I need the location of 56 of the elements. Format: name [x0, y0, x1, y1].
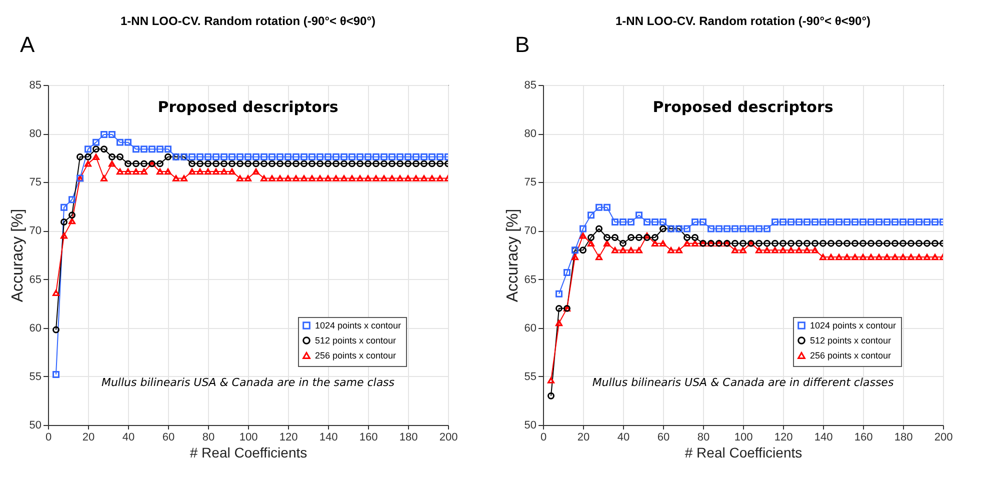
- y-tick-label: 70: [29, 225, 42, 238]
- y-tick-label: 85: [29, 80, 42, 92]
- x-tick-label: 160: [359, 432, 378, 444]
- x-tick-label: 140: [319, 432, 338, 444]
- y-tick-label: 60: [29, 322, 42, 334]
- x-tick-label: 180: [399, 432, 418, 444]
- text: B: [515, 32, 530, 57]
- x-tick-label: 200: [439, 432, 458, 444]
- chart-title: 1-NN LOO-CV. Random rotation (-90°< θ<90°): [120, 14, 376, 28]
- y-tick-label: 80: [524, 128, 536, 140]
- x-tick-label: 160: [854, 432, 873, 444]
- annotation: Mullus bilinearis USA & Canada are in different classes: [592, 376, 894, 389]
- x-tick-label: 0: [45, 432, 52, 444]
- x-tick-label: 100: [734, 432, 753, 444]
- y-tick-label: 75: [29, 176, 42, 189]
- y-axis-title: Accuracy [%]: [9, 208, 26, 302]
- legend-label: 256 points x contour: [810, 350, 892, 360]
- text: Proposed descriptors: [652, 98, 834, 116]
- legend-label: 512 points x contour: [315, 336, 396, 346]
- x-tick-label: 20: [577, 432, 590, 444]
- y-tick-label: 50: [524, 420, 536, 432]
- legend-label: 1024 points x contour: [810, 320, 896, 330]
- y-tick-label: 50: [29, 420, 42, 432]
- annotation: Mullus bilinearis USA & Canada are in the same class: [101, 376, 395, 389]
- y-tick-label: 65: [29, 274, 42, 286]
- legend-label: 1024 points x contour: [315, 320, 402, 330]
- y-tick-label: 55: [524, 370, 536, 383]
- x-tick-label: 140: [814, 432, 833, 444]
- x-tick-label: 200: [934, 432, 953, 444]
- legend-label: 512 points x contour: [810, 336, 892, 346]
- y-tick-label: 70: [524, 225, 536, 238]
- x-tick-label: 80: [202, 432, 215, 444]
- y-axis-title: Accuracy [%]: [504, 208, 522, 302]
- y-tick-label: 55: [29, 370, 42, 383]
- y-tick-label: 65: [524, 274, 536, 286]
- y-tick-label: 85: [524, 80, 536, 92]
- legend-label: 256 points x contour: [315, 350, 396, 360]
- x-tick-label: 180: [894, 432, 913, 444]
- x-tick-label: 40: [122, 432, 135, 444]
- x-tick-label: 80: [697, 432, 710, 444]
- x-tick-label: 100: [239, 432, 258, 444]
- y-tick-label: 80: [29, 128, 42, 140]
- x-tick-label: 60: [657, 432, 670, 444]
- x-tick-label: 0: [540, 432, 547, 444]
- x-axis-title: # Real Coefficients: [684, 444, 802, 460]
- x-tick-label: 20: [82, 432, 95, 444]
- x-tick-label: 120: [279, 432, 298, 444]
- x-tick-label: 120: [774, 432, 793, 444]
- chart-title: 1-NN LOO-CV. Random rotation (-90°< θ<90°): [615, 14, 871, 28]
- x-tick-label: 40: [617, 432, 630, 444]
- x-axis-title: # Real Coefficients: [190, 444, 308, 460]
- text: Proposed descriptors: [158, 98, 338, 116]
- x-tick-label: 60: [162, 432, 175, 444]
- y-tick-label: 60: [524, 322, 536, 334]
- y-tick-label: 75: [524, 176, 536, 189]
- text: A: [20, 32, 35, 57]
